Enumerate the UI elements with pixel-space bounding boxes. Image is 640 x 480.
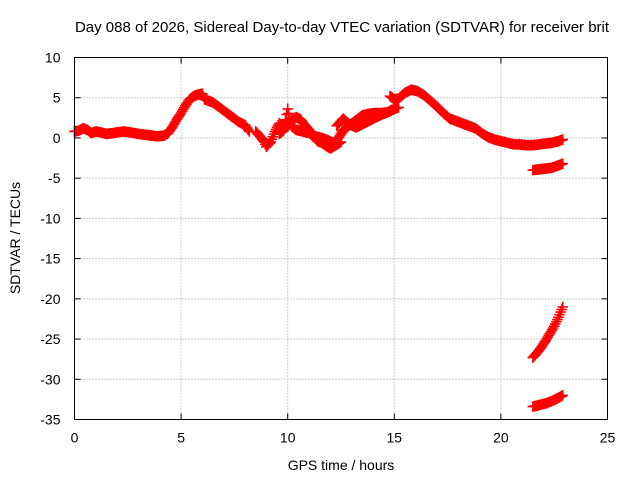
axis-tick-labels: 0 5 10 15 20 25 10 5 0 -5 -10 -15 -20 -25 -30 -35 (40, 50, 615, 446)
data-point-marker (557, 390, 569, 401)
y-tick-label: -5 (48, 170, 61, 186)
y-tick-label: 5 (53, 90, 61, 106)
y-tick-label: -25 (40, 331, 60, 347)
y-tick-label: 0 (53, 130, 61, 146)
data-point-marker (279, 119, 290, 131)
x-axis-label: GPS time / hours (288, 457, 395, 473)
x-tick-label: 10 (280, 430, 296, 446)
y-tick-label: -15 (40, 251, 60, 267)
x-tick-label: 25 (600, 430, 616, 446)
data-point-marker (280, 114, 291, 126)
y-tick-label: -30 (40, 371, 60, 387)
x-tick-label: 0 (71, 430, 79, 446)
data-point-marker (284, 112, 296, 124)
y-tick-label: -35 (40, 412, 60, 428)
data-point-marker (283, 108, 295, 119)
data-point-marker (277, 126, 288, 137)
series-group (384, 84, 569, 151)
y-axis-label: SDTVAR / TECUs (7, 182, 23, 294)
data-point-marker (264, 137, 275, 149)
data-point-marker (257, 135, 269, 146)
data-points (69, 84, 569, 412)
data-point-marker (557, 134, 569, 145)
y-tick-label: -20 (40, 291, 60, 307)
series-group (331, 102, 404, 133)
plot-frame (74, 57, 608, 420)
data-point-marker (547, 322, 559, 334)
x-tick-label: 20 (493, 430, 509, 446)
data-point-marker (282, 103, 293, 115)
x-tick-label: 5 (177, 430, 185, 446)
x-tick-label: 15 (387, 430, 403, 446)
data-point-marker (557, 301, 569, 313)
series-group (527, 390, 569, 412)
data-point-marker (242, 124, 254, 136)
chart-title: Day 088 of 2026, Sidereal Day-to-day VTE… (75, 19, 610, 36)
data-point-marker (557, 158, 569, 169)
data-point-marker (278, 125, 289, 137)
series-group (527, 158, 569, 176)
data-point-marker (393, 102, 404, 113)
data-point-marker (276, 127, 287, 138)
data-point-marker (285, 116, 297, 128)
series-group (69, 88, 255, 142)
y-tick-label: 10 (45, 50, 61, 66)
y-tick-label: -10 (40, 210, 60, 226)
series-group (527, 301, 569, 363)
